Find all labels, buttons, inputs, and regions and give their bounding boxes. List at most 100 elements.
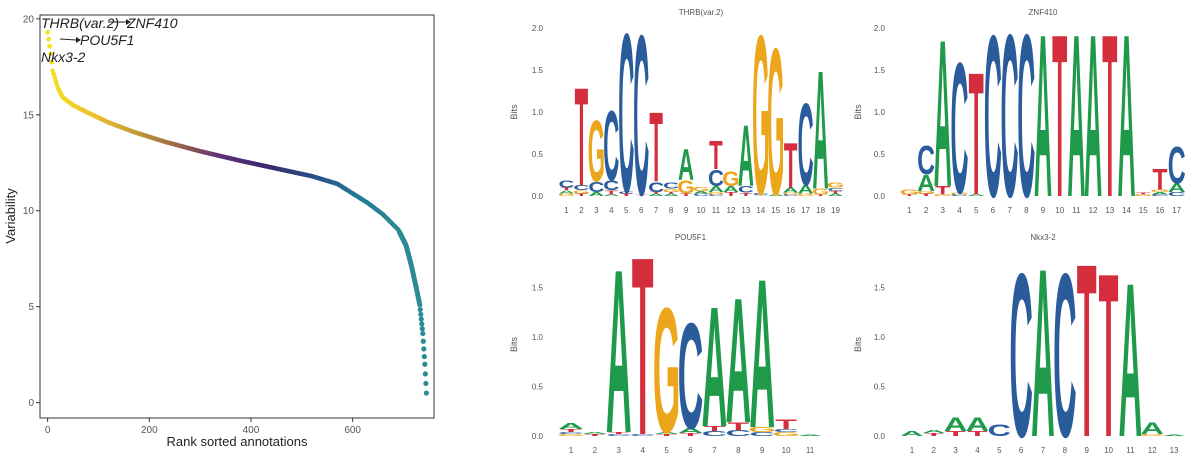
logo-letter-C: C <box>1168 191 1186 197</box>
logo-letter-A: A <box>900 430 924 438</box>
annotation-nkx3-2: Nkx3-2 <box>41 49 86 65</box>
scatter-ticks: 0 200 400 600 0 5 10 15 20 <box>23 14 362 436</box>
logo-y-tick-label: 1.5 <box>532 284 544 293</box>
logo-y-tick-label: 1.0 <box>532 333 544 342</box>
logo-letter-A: A <box>678 141 694 190</box>
logo-letter-C: C <box>618 192 634 195</box>
logo-letter-G: G <box>827 182 844 190</box>
logo-x-tick-label: 5 <box>624 206 629 215</box>
logo-x-tick-label: 5 <box>974 206 979 215</box>
logo-x-tick-label: 10 <box>697 206 706 215</box>
logo-x-tick-label: 7 <box>712 446 717 455</box>
logo-letter-T: T <box>575 193 589 197</box>
scatter-y-axis-label: Variability <box>3 188 18 244</box>
logo-letter-A: A <box>558 189 575 194</box>
logo-letter-C: C <box>648 179 664 195</box>
logo-letter-T: T <box>829 191 843 195</box>
logo-letter-T: T <box>727 420 749 433</box>
logo-letter-T: T <box>935 184 950 197</box>
logo-letter-A: A <box>966 414 989 436</box>
logo-x-tick-label: 10 <box>1104 446 1113 455</box>
logo-letter-A: A <box>1034 0 1052 245</box>
logo-letter-C: C <box>558 178 575 190</box>
logo-letter-G: G <box>588 101 605 200</box>
logo-letter-A: A <box>934 0 952 231</box>
scatter-point <box>417 302 423 308</box>
logo-x-tick-label: 17 <box>801 206 810 215</box>
logo-x-tick-label: 10 <box>782 446 791 455</box>
scatter-point <box>422 371 428 377</box>
scatter-point <box>53 78 59 84</box>
logo-letter-T: T <box>968 430 989 438</box>
logo-letter-A: A <box>944 414 967 436</box>
logo-letter-A: A <box>1031 220 1054 469</box>
logo-letter-T: T <box>634 194 648 197</box>
logo-y-tick-label: 2.0 <box>874 24 886 33</box>
scatter-y-tick-label: 10 <box>23 206 35 217</box>
logo-letter-G: G <box>573 189 590 194</box>
logo-x-tick-label: 4 <box>609 206 614 215</box>
logo-letter-A: A <box>1168 182 1186 195</box>
scatter-point <box>419 326 425 332</box>
logo-x-tick-label: 5 <box>997 446 1002 455</box>
logo-letter-A: A <box>1067 0 1085 245</box>
logo-letter-T: T <box>814 194 828 197</box>
logo-letter-G: G <box>900 188 919 196</box>
logo-y-tick-label: 0.0 <box>874 192 886 201</box>
logo-letter-A: A <box>678 427 704 435</box>
logo-letter-A: A <box>558 422 584 431</box>
logo-x-tick-label: 8 <box>669 206 674 215</box>
logo-letter-T: T <box>775 417 797 432</box>
logo-letter-T: T <box>704 425 726 433</box>
logo-x-tick-label: 15 <box>771 206 780 215</box>
logo-y-tick-label: 0.0 <box>874 432 886 441</box>
logo-letter-T: T <box>679 193 693 197</box>
logo-y-axis-label: Bits <box>509 104 519 120</box>
scatter-point <box>45 29 50 35</box>
logo-x-tick-label: 9 <box>1041 206 1046 215</box>
logo-x-tick-label: 14 <box>1122 206 1131 215</box>
scatter-point <box>51 71 57 77</box>
logo-letter-A: A <box>738 106 754 205</box>
logo-x-tick-label: 9 <box>760 446 765 455</box>
logo-letter-T: T <box>724 191 738 197</box>
logo-title: THRB(var.2) <box>679 8 724 17</box>
logo-x-tick-label: 2 <box>924 206 929 215</box>
logo-letter-C: C <box>630 434 656 437</box>
scatter-point <box>54 82 60 87</box>
logo-letter-C: C <box>738 184 754 194</box>
arrowhead-pou5f1 <box>76 37 81 43</box>
logo-x-tick-label: 19 <box>831 206 840 215</box>
logo-x-tick-label: 10 <box>1055 206 1064 215</box>
logo-letter-G: G <box>653 271 681 469</box>
logo-y-tick-label: 1.0 <box>532 108 544 117</box>
logo-letter-T: T <box>584 434 607 437</box>
logo-letter-G: G <box>677 177 694 198</box>
logo-x-tick-label: 5 <box>664 446 669 455</box>
logo-x-tick-label: 6 <box>639 206 644 215</box>
logo-letter-C: C <box>1017 0 1035 245</box>
logo-letter-T: T <box>575 59 589 215</box>
logo-letter-C: C <box>1053 226 1076 469</box>
logo-letter-T: T <box>649 93 663 203</box>
logo-x-tick-label: 2 <box>932 446 937 455</box>
scatter-x-tick-label: 200 <box>141 425 158 436</box>
logo-letter-G: G <box>722 166 739 190</box>
logo-x-tick-label: 6 <box>991 206 996 215</box>
logo-letter-C: C <box>828 187 845 192</box>
logo-letter-T: T <box>656 434 679 437</box>
scatter-point <box>417 306 423 313</box>
logo-x-tick-label: 11 <box>1072 206 1081 215</box>
logo-y-axis-label: Bits <box>853 104 863 120</box>
logo-letter-A: A <box>726 261 752 461</box>
logo-y-tick-label: 0.0 <box>532 192 544 201</box>
logo-x-tick-label: 7 <box>654 206 659 215</box>
logo-x-tick-label: 4 <box>640 446 645 455</box>
logo-x-tick-label: 4 <box>975 446 980 455</box>
scatter-points <box>45 29 429 396</box>
logo-letter-C: C <box>917 138 935 184</box>
logo-letter-C: C <box>708 194 724 197</box>
logo-letter-G: G <box>772 431 800 437</box>
